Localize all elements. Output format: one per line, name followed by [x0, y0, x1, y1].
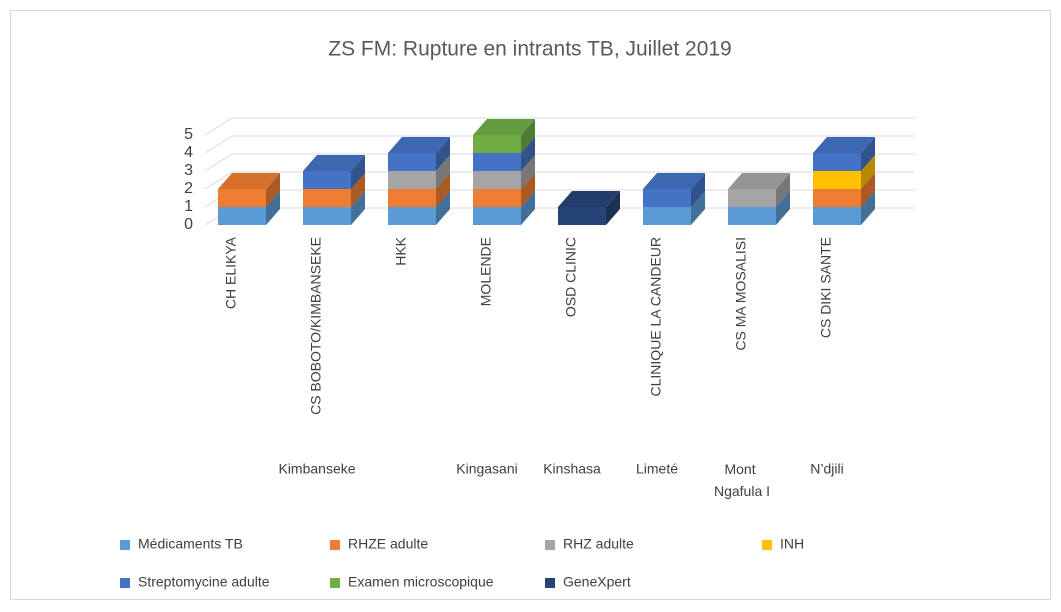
bar-side — [521, 137, 535, 171]
x-tick-label: HKK — [393, 236, 409, 265]
bar-side — [436, 191, 450, 225]
bar — [728, 189, 776, 207]
bar-side — [351, 173, 365, 207]
bar-top — [303, 155, 365, 171]
bar — [303, 207, 351, 225]
bar-top — [728, 173, 790, 189]
y-tick-label: 5 — [184, 126, 193, 143]
bar — [643, 189, 691, 207]
group-label: Kimbanseke — [278, 461, 355, 477]
bar-side — [861, 173, 875, 207]
bar-side — [691, 191, 705, 225]
bar — [473, 207, 521, 225]
bar — [473, 153, 521, 171]
legend-label: Médicaments TB — [138, 536, 243, 552]
bar-side — [861, 155, 875, 189]
bar — [813, 171, 861, 189]
bar — [558, 207, 606, 225]
bar — [218, 207, 266, 225]
grid-line — [204, 135, 915, 154]
bar-side — [436, 173, 450, 207]
bar-top — [643, 173, 705, 189]
grid-line — [204, 171, 915, 190]
bar-side — [521, 173, 535, 207]
bar — [388, 153, 436, 171]
bar — [303, 189, 351, 207]
bar-side — [436, 137, 450, 171]
grid-line — [204, 117, 915, 136]
bar-top — [558, 191, 620, 207]
bar — [303, 171, 351, 189]
x-tick-label: CS DIKI SANTE — [818, 237, 834, 338]
bar-side — [351, 155, 365, 189]
bar — [813, 189, 861, 207]
legend-swatch — [545, 540, 555, 550]
grid-line — [204, 153, 915, 172]
bar — [813, 153, 861, 171]
bar-side — [351, 191, 365, 225]
group-label: Kinshasa — [543, 461, 601, 477]
bar-top — [388, 137, 450, 153]
legend-label: INH — [780, 536, 804, 552]
legend-label: RHZE adulte — [348, 536, 428, 552]
bar-side — [606, 191, 620, 225]
x-tick-label: MOLENDE — [478, 237, 494, 306]
group-label: Limeté — [636, 461, 678, 477]
legend-label: Streptomycine adulte — [138, 574, 270, 590]
bar-top — [218, 173, 280, 189]
x-tick-label: CS BOBOTO/KIMBANSEKE — [308, 237, 324, 415]
bar — [218, 189, 266, 207]
legend-swatch — [120, 578, 130, 588]
group-label: Kingasani — [456, 461, 518, 477]
bar-side — [861, 137, 875, 171]
bar-side — [861, 191, 875, 225]
group-label: Mont Ngafula I — [714, 461, 770, 499]
bar-side — [691, 173, 705, 207]
y-tick-label: 2 — [184, 180, 193, 197]
x-tick-label: CLINIQUE LA CANDEUR — [648, 237, 664, 396]
bar-side — [776, 173, 790, 207]
legend-label: GeneXpert — [563, 574, 631, 590]
x-tick-label: OSD CLINIC — [563, 237, 579, 317]
bar-side — [521, 155, 535, 189]
chart-title: ZS FM: Rupture en intrants TB, Juillet 2… — [328, 38, 731, 61]
bar — [643, 207, 691, 225]
legend-label: Examen microscopique — [348, 574, 494, 590]
bar — [813, 207, 861, 225]
bar — [388, 189, 436, 207]
legend-swatch — [330, 578, 340, 588]
x-tick-label: CS MA MOSALISI — [733, 237, 749, 351]
bar-side — [776, 191, 790, 225]
bar-side — [266, 191, 280, 225]
legend-label: RHZ adulte — [563, 536, 634, 552]
bar — [473, 135, 521, 153]
bar-side — [436, 155, 450, 189]
legend-swatch — [120, 540, 130, 550]
bar-top — [813, 137, 875, 153]
bar — [388, 171, 436, 189]
legend-swatch — [545, 578, 555, 588]
legend-swatch — [762, 540, 772, 550]
bar-side — [521, 119, 535, 153]
y-tick-label: 4 — [184, 144, 193, 161]
bar-side — [266, 173, 280, 207]
bar — [388, 207, 436, 225]
y-tick-label: 1 — [184, 198, 193, 215]
bar-top — [473, 119, 535, 135]
y-tick-label: 0 — [184, 216, 193, 233]
bar — [473, 189, 521, 207]
bar — [473, 171, 521, 189]
legend-swatch — [330, 540, 340, 550]
bar-side — [521, 191, 535, 225]
group-label: N’djili — [810, 461, 843, 477]
bar — [728, 207, 776, 225]
y-tick-label: 3 — [184, 162, 193, 179]
chart-frame — [10, 10, 1051, 600]
x-tick-label: CH ELIKYA — [223, 236, 239, 309]
